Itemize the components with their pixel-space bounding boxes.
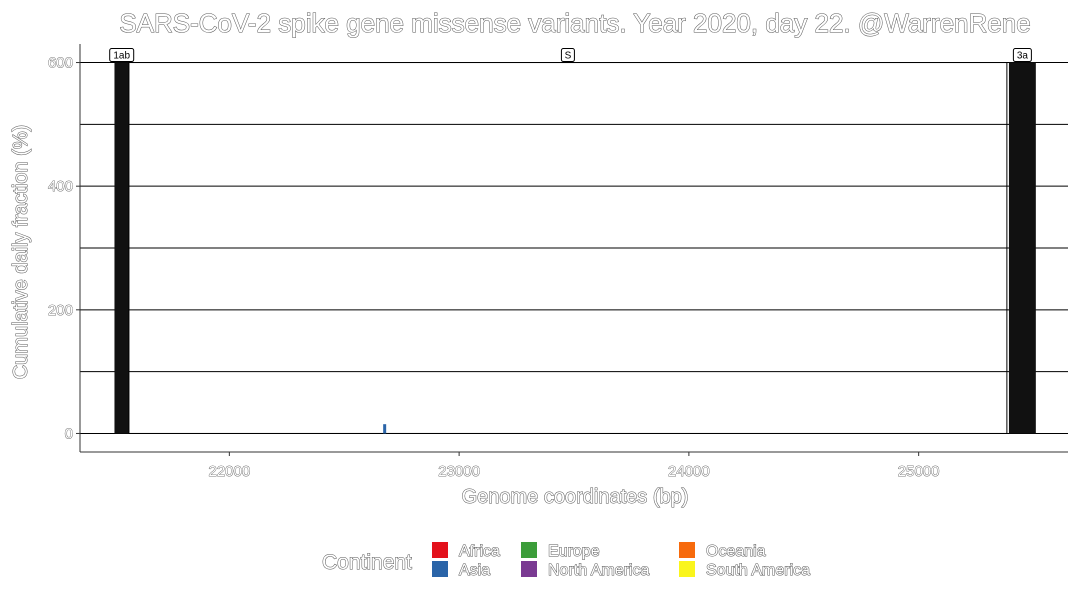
gene-bar-1ab bbox=[114, 62, 129, 434]
gene-bar-3a bbox=[1008, 62, 1036, 434]
y-tick-label-0: 0 bbox=[65, 425, 73, 442]
gene-label-1ab: 1ab bbox=[113, 51, 130, 62]
x-tick-label-0: 22000 bbox=[208, 463, 250, 480]
legend-label-south-america: South America bbox=[706, 562, 810, 579]
y-tick-label-3: 600 bbox=[48, 55, 73, 72]
y-axis-title: Cumulative daily fraction (%) bbox=[10, 125, 32, 380]
legend-label-africa: Africa bbox=[459, 543, 500, 560]
legend-label-asia: Asia bbox=[459, 562, 490, 579]
legend-label-north-america: North America bbox=[548, 562, 649, 579]
legend-label-europe: Europe bbox=[548, 543, 600, 560]
chart-title: SARS-CoV-2 spike gene missense variants.… bbox=[119, 8, 1030, 38]
gene-label-3a: 3a bbox=[1017, 51, 1029, 62]
gene-label-box-1ab bbox=[109, 48, 135, 63]
legend-swatch-asia bbox=[432, 561, 448, 577]
legend-swatch-africa bbox=[432, 542, 448, 558]
x-tick-label-1: 23000 bbox=[438, 463, 480, 480]
legend-label-oceania: Oceania bbox=[706, 543, 766, 560]
legend-swatch-north-america bbox=[521, 561, 537, 577]
plot-area: 0 200 400 600 22000 23000 24000 25000 1ab S 3a bbox=[48, 44, 1068, 480]
gene-label-box-s bbox=[560, 48, 575, 63]
legend-swatch-south-america bbox=[679, 561, 695, 577]
legend-title: Continent bbox=[322, 551, 412, 574]
legend-swatch-oceania bbox=[679, 542, 695, 558]
gene-region-s bbox=[128, 62, 1008, 434]
y-tick-label-1: 200 bbox=[48, 302, 73, 319]
x-axis-title: Genome coordinates (bp) bbox=[462, 486, 689, 508]
x-tick-label-2: 24000 bbox=[668, 463, 710, 480]
x-tick-label-3: 25000 bbox=[898, 463, 940, 480]
legend: Continent Africa Asia Europe North America O… bbox=[322, 542, 811, 580]
gene-label-box-3a bbox=[1012, 48, 1032, 63]
y-tick-label-2: 400 bbox=[48, 178, 73, 195]
legend-swatch-europe bbox=[521, 542, 537, 558]
gene-label-s: S bbox=[565, 51, 572, 62]
data-bar-asia-0 bbox=[383, 424, 387, 434]
